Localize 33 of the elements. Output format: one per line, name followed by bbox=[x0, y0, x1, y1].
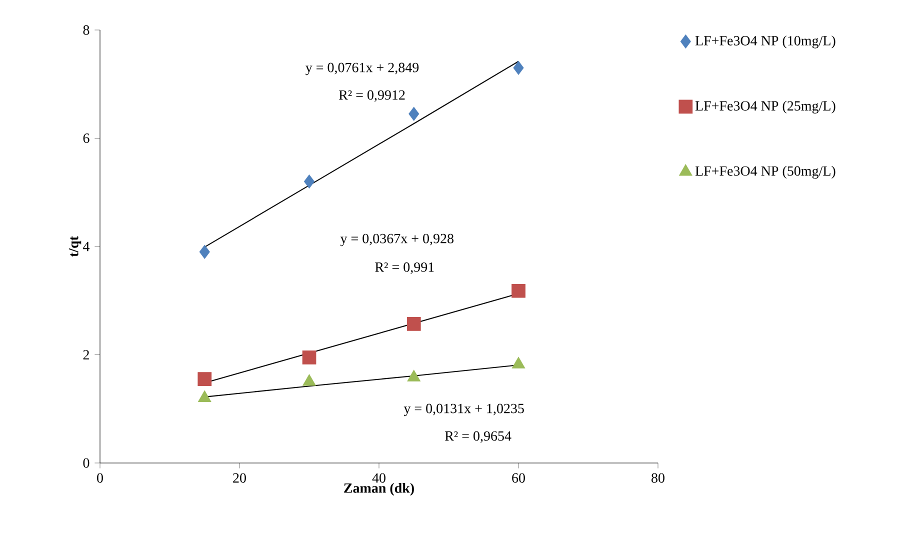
x-tick-label: 40 bbox=[372, 473, 386, 483]
point bbox=[408, 106, 420, 121]
annotation: R² = 0,991 bbox=[375, 262, 434, 274]
legend-label: LF+Fe3O4 NP (25mg/L) bbox=[695, 100, 836, 114]
annotation: R² = 0,9912 bbox=[338, 90, 405, 102]
x-tick-label: 80 bbox=[652, 473, 664, 483]
point bbox=[198, 372, 212, 386]
point bbox=[512, 284, 526, 298]
point bbox=[406, 316, 421, 331]
x-tick-label: 20 bbox=[233, 473, 246, 483]
point bbox=[407, 370, 420, 382]
legend-label: LF+Fe3O4 NP (50mg/L) bbox=[695, 166, 836, 179]
annotation: y = 0,0761x + 2,849 bbox=[306, 62, 419, 76]
annotation: y = 0,0131x + 1,0235 bbox=[404, 404, 524, 416]
x-tick-label: 0 bbox=[97, 473, 103, 483]
x-tick-label: 60 bbox=[512, 473, 525, 483]
point bbox=[512, 356, 526, 368]
y-tick-label: 2 bbox=[83, 350, 89, 360]
point bbox=[302, 350, 316, 364]
y-tick-label: 8 bbox=[83, 25, 90, 35]
point bbox=[199, 244, 210, 259]
point bbox=[198, 390, 212, 402]
legend-label: LF+Fe3O4 NP (10mg/L) bbox=[695, 36, 836, 48]
annotation: R² = 0,9654 bbox=[444, 431, 512, 443]
point bbox=[304, 174, 315, 188]
y-tick-label: 0 bbox=[83, 458, 90, 468]
point bbox=[302, 374, 316, 386]
annotation: y = 0,0367x + 0,928 bbox=[340, 234, 454, 246]
y-tick-label: 4 bbox=[83, 242, 90, 252]
x-axis-title: Zaman (dk) bbox=[344, 482, 414, 496]
point bbox=[513, 60, 524, 75]
y-axis-title: t/qt bbox=[68, 236, 82, 257]
y-tick-label: 6 bbox=[83, 134, 90, 143]
